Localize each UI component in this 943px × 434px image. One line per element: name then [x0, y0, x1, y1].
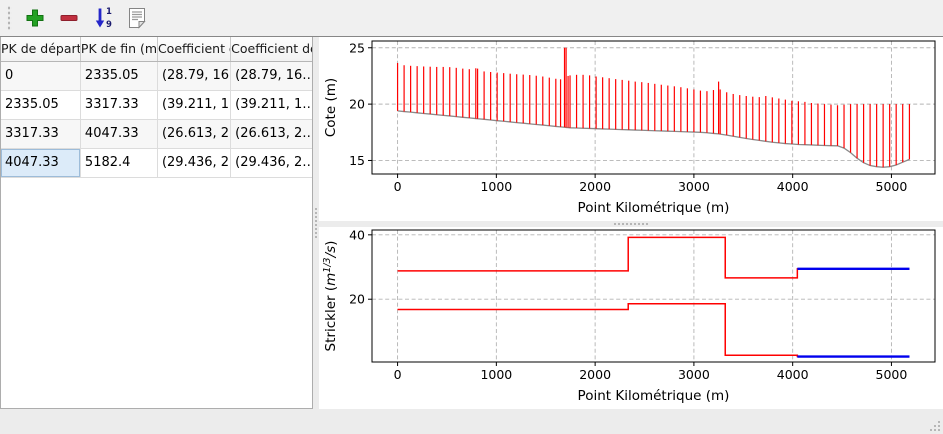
svg-text:4000: 4000 — [777, 179, 809, 194]
table-cell[interactable]: (26.613, 2… — [235, 126, 313, 141]
horizontal-splitter[interactable] — [319, 221, 943, 227]
svg-text:0: 0 — [394, 367, 402, 382]
column-header-coef-end[interactable]: Coefficient de fin — [231, 41, 312, 56]
svg-text:20: 20 — [349, 292, 365, 307]
svg-text:3000: 3000 — [678, 179, 710, 194]
svg-text:20: 20 — [349, 97, 365, 112]
vertical-splitter[interactable] — [313, 37, 319, 409]
svg-text:Strickler (m1/3/s): Strickler (m1/3/s) — [322, 241, 339, 352]
table-cell[interactable]: 2335.05 — [1, 91, 81, 119]
strickler-chart: 0 1000 2000 3000 4000 5000 20 40 Point Kilométri… — [319, 227, 943, 409]
table-header-row: PK de départ (m) PK de fin (m) Coefficie… — [1, 37, 312, 62]
svg-text:5000: 5000 — [876, 179, 908, 194]
friction-table: PK de départ (m) PK de fin (m) Coefficie… — [0, 37, 313, 409]
delete-row-button[interactable] — [54, 3, 84, 33]
table-cell[interactable]: 2335.05 — [81, 62, 158, 90]
column-header-pk-end[interactable]: PK de fin (m) — [81, 37, 158, 61]
svg-text:40: 40 — [349, 227, 365, 242]
document-icon — [129, 8, 146, 29]
sort-numeric-icon: 1 9 — [95, 7, 112, 30]
svg-text:1000: 1000 — [480, 367, 512, 382]
svg-text:1: 1 — [106, 7, 112, 17]
table-row: 3317.33 4047.33 (26.613, 2… (26.613, 2… — [1, 120, 312, 149]
resize-grip-icon[interactable] — [928, 419, 941, 432]
minus-icon — [60, 15, 78, 21]
toolbar: 1 9 — [0, 0, 943, 37]
svg-text:Point Kilométrique (m): Point Kilométrique (m) — [578, 388, 730, 404]
paste-button[interactable] — [122, 3, 152, 33]
svg-text:5000: 5000 — [876, 367, 908, 382]
table-row: 0 2335.05 (28.79, 16… (28.79, 16… — [1, 62, 312, 91]
column-header-coef-start[interactable]: Coefficient de départ — [158, 37, 232, 61]
toolbar-drag-handle[interactable] — [6, 6, 12, 30]
table-cell[interactable]: 4047.33 — [1, 149, 81, 177]
table-cell[interactable]: (28.79, 16… — [235, 68, 313, 83]
table-row: 2335.05 3317.33 (39.211, 1… (39.211, 1… — [1, 91, 312, 120]
status-bar — [0, 409, 943, 434]
svg-text:Cote (m): Cote (m) — [323, 78, 339, 137]
charts-panel: 0 1000 2000 3000 4000 5000 15 20 25 Point Kilomét… — [319, 37, 943, 409]
add-row-button[interactable] — [20, 3, 50, 33]
strickler-chart-canvas[interactable]: 0 1000 2000 3000 4000 5000 20 40 Point Kilométri… — [319, 227, 943, 409]
table-cell[interactable]: 4047.33 — [81, 120, 158, 148]
cote-chart: 0 1000 2000 3000 4000 5000 15 20 25 Point Kilomét… — [319, 37, 943, 221]
svg-text:3000: 3000 — [678, 367, 710, 382]
svg-text:15: 15 — [349, 153, 365, 168]
splitter-handle-icon — [613, 222, 649, 226]
svg-text:0: 0 — [394, 179, 402, 194]
column-header-pk-start[interactable]: PK de départ (m) — [1, 37, 81, 61]
table-cell[interactable]: 3317.33 — [81, 91, 158, 119]
table-row: 4047.33 5182.4 (29.436, 2… (29.436, 2… — [1, 149, 312, 178]
table-cell[interactable]: (39.211, 1… — [158, 91, 232, 119]
main-area: PK de départ (m) PK de fin (m) Coefficie… — [0, 37, 943, 409]
table-cell[interactable]: 3317.33 — [1, 120, 81, 148]
table-cell[interactable]: 5182.4 — [81, 149, 158, 177]
table-cell[interactable]: (29.436, 2… — [158, 149, 232, 177]
svg-text:Point Kilométrique (m): Point Kilométrique (m) — [578, 200, 730, 216]
table-cell[interactable]: 0 — [1, 62, 81, 90]
sort-rows-button[interactable]: 1 9 — [88, 3, 118, 33]
svg-text:4000: 4000 — [777, 367, 809, 382]
table-cell[interactable]: (39.211, 1… — [235, 97, 313, 112]
svg-text:2000: 2000 — [579, 179, 611, 194]
table-cell[interactable]: (28.79, 16… — [158, 62, 232, 90]
svg-text:2000: 2000 — [579, 367, 611, 382]
splitter-handle-icon — [314, 207, 318, 239]
cote-chart-canvas[interactable]: 0 1000 2000 3000 4000 5000 15 20 25 Point Kilomét… — [319, 37, 943, 221]
svg-text:25: 25 — [349, 40, 365, 55]
plus-icon — [26, 9, 44, 27]
table-cell[interactable]: (29.436, 2… — [235, 155, 313, 170]
table-cell[interactable]: (26.613, 2… — [158, 120, 232, 148]
svg-text:1000: 1000 — [480, 179, 512, 194]
svg-text:9: 9 — [106, 20, 112, 30]
